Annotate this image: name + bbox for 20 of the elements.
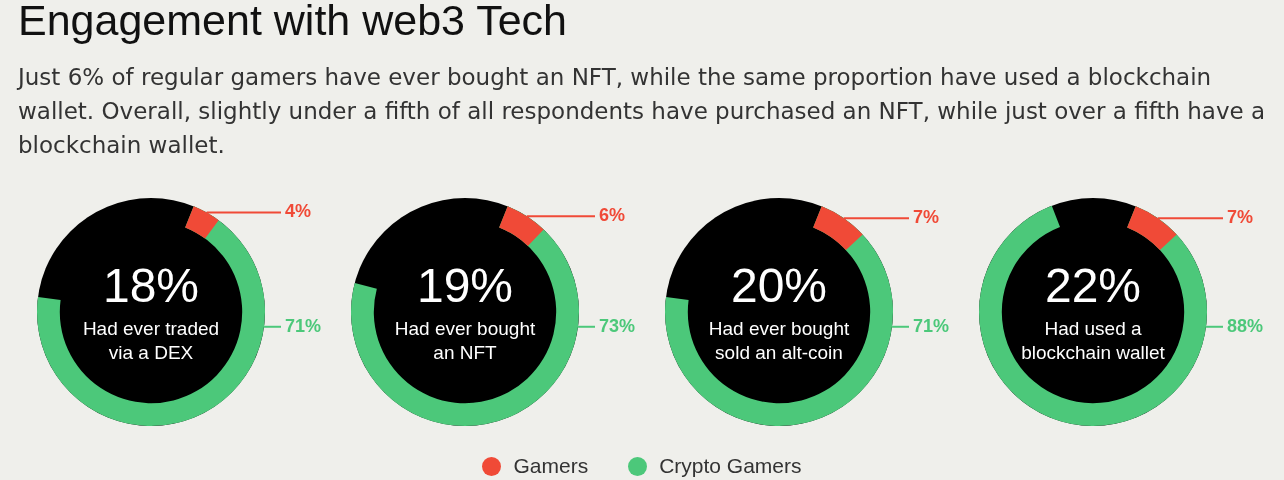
data-label: 71% xyxy=(285,315,322,336)
legend-label: Crypto Gamers xyxy=(659,454,802,478)
text: Just 6% of regular gamers have ever bought an NFT, while the same proportion have used a blockchain wallet. Overall, slightly under a fifth of all respondents have purchased an NFT, while just over a fifth have a blockchain wallet. xyxy=(18,63,1267,160)
data-label: 73% xyxy=(599,315,636,336)
text: 19% xyxy=(416,259,514,313)
legend-label: Gamers xyxy=(513,454,589,478)
data-label: 7% xyxy=(1227,207,1254,228)
text: 20% xyxy=(730,259,828,313)
data-label: 4% xyxy=(285,201,312,222)
category-label: Had ever traded via a DEX xyxy=(81,317,221,365)
data-label: 88% xyxy=(1227,315,1264,336)
data-label: 7% xyxy=(913,207,940,228)
data-label: 71% xyxy=(913,315,950,336)
category-label: Had ever bought an NFT xyxy=(393,317,537,365)
text: 18% xyxy=(102,259,200,313)
text: Engagement with web3 Tech xyxy=(18,0,568,44)
category-label: Had used a blockchain wallet xyxy=(1020,317,1166,365)
category-label: Had ever bought sold an alt-coin xyxy=(707,317,851,365)
data-label: 6% xyxy=(599,205,626,226)
text: 22% xyxy=(1044,259,1142,313)
